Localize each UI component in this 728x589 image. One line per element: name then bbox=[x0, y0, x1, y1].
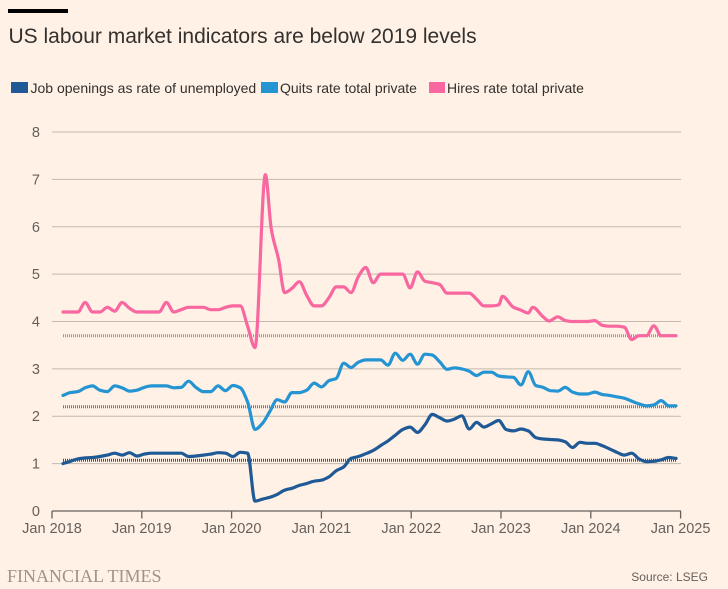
svg-text:6: 6 bbox=[32, 220, 40, 236]
svg-text:3: 3 bbox=[32, 362, 40, 378]
svg-text:7: 7 bbox=[32, 172, 40, 188]
svg-text:8: 8 bbox=[32, 125, 40, 141]
svg-text:Jan 2022: Jan 2022 bbox=[381, 521, 441, 537]
svg-text:Jan 2023: Jan 2023 bbox=[471, 521, 531, 537]
svg-text:4: 4 bbox=[32, 315, 40, 331]
svg-text:Jan 2019: Jan 2019 bbox=[112, 521, 172, 537]
svg-text:5: 5 bbox=[32, 267, 40, 283]
svg-text:Jan 2018: Jan 2018 bbox=[22, 521, 82, 537]
svg-text:2: 2 bbox=[32, 409, 40, 425]
svg-text:0: 0 bbox=[32, 504, 40, 520]
svg-text:Jan 2020: Jan 2020 bbox=[202, 521, 262, 537]
svg-text:Jan 2021: Jan 2021 bbox=[292, 521, 352, 537]
svg-text:Jan 2025: Jan 2025 bbox=[651, 521, 711, 537]
svg-text:1: 1 bbox=[32, 457, 40, 473]
svg-text:Jan 2024: Jan 2024 bbox=[561, 521, 621, 537]
